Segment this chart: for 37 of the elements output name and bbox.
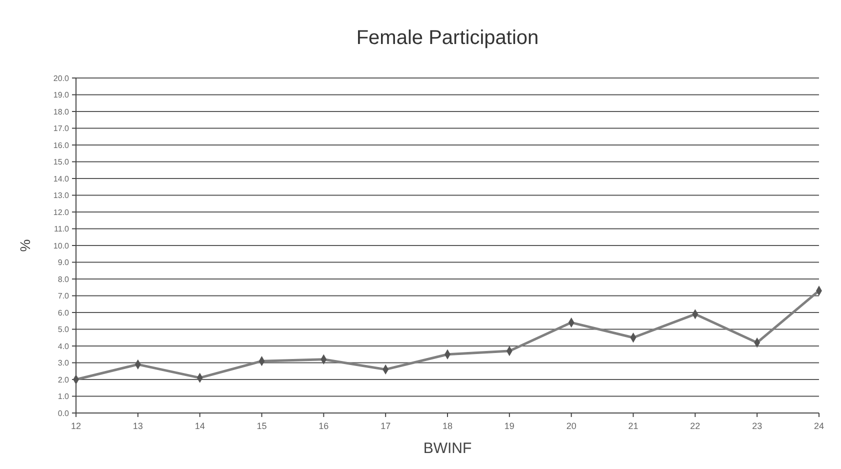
x-tick-label: 22 bbox=[690, 421, 700, 431]
x-tick-label: 15 bbox=[256, 421, 267, 431]
y-tick-label: 14.0 bbox=[53, 174, 70, 184]
y-tick-label: 1.0 bbox=[58, 392, 70, 402]
x-tick-label: 24 bbox=[814, 421, 824, 431]
y-tick-label: 19.0 bbox=[53, 90, 70, 100]
y-tick-label: 9.0 bbox=[58, 258, 70, 268]
y-tick-label: 5.0 bbox=[58, 325, 70, 334]
y-tick-label: 17.0 bbox=[53, 124, 70, 134]
x-tick-label: 13 bbox=[132, 421, 143, 431]
x-tick-label: 23 bbox=[752, 421, 762, 431]
x-tick-label: 19 bbox=[504, 421, 514, 431]
y-tick-label: 20.0 bbox=[53, 74, 70, 83]
x-tick-label: 14 bbox=[194, 421, 205, 431]
y-tick-label: 11.0 bbox=[54, 224, 70, 234]
x-tick-label: 18 bbox=[442, 421, 453, 431]
y-tick-label: 7.0 bbox=[58, 292, 70, 301]
y-tick-label: 6.0 bbox=[58, 308, 70, 318]
y-tick-label: 18.0 bbox=[53, 107, 70, 116]
y-tick-label: 3.0 bbox=[58, 358, 70, 368]
x-tick-label: 12 bbox=[70, 421, 82, 431]
y-axis-title: % bbox=[17, 239, 33, 252]
x-tick-label: 17 bbox=[380, 421, 391, 431]
chart-title: Female Participation bbox=[356, 27, 539, 49]
x-tick-label: 16 bbox=[318, 421, 329, 431]
y-tick-label: 16.0 bbox=[53, 140, 70, 150]
y-tick-label: 15.0 bbox=[53, 158, 70, 167]
x-tick-label: 21 bbox=[628, 421, 638, 431]
y-tick-label: 8.0 bbox=[58, 274, 70, 284]
x-axis-title: BWINF bbox=[423, 440, 472, 457]
y-tick-label: 13.0 bbox=[53, 191, 70, 200]
y-tick-label: 4.0 bbox=[58, 342, 70, 351]
y-tick-label: 10.0 bbox=[53, 241, 70, 250]
x-tick-label: 20 bbox=[566, 421, 576, 431]
y-tick-label: 2.0 bbox=[58, 375, 70, 384]
y-tick-label: 12.0 bbox=[53, 208, 70, 217]
y-tick-label: 0.0 bbox=[58, 408, 70, 418]
